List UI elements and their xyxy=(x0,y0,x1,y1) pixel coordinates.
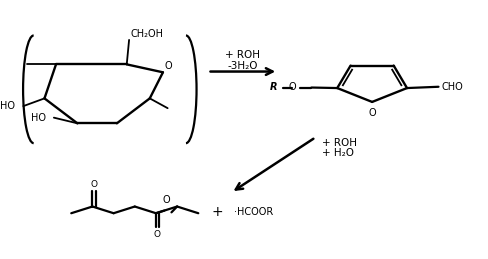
Text: + H₂O: + H₂O xyxy=(322,148,354,158)
Text: ·HCOOR: ·HCOOR xyxy=(234,207,273,217)
Text: + ROH: + ROH xyxy=(322,138,357,148)
Text: R: R xyxy=(269,82,277,92)
Text: CHO: CHO xyxy=(442,82,464,92)
Text: HO: HO xyxy=(0,101,15,111)
Text: -3H₂O: -3H₂O xyxy=(227,61,258,71)
Text: CH₂OH: CH₂OH xyxy=(130,28,163,39)
Text: O: O xyxy=(289,82,296,92)
Text: +: + xyxy=(211,205,223,219)
Text: O: O xyxy=(165,61,172,71)
Text: + ROH: + ROH xyxy=(225,50,261,60)
Text: HO: HO xyxy=(31,113,46,123)
Text: O: O xyxy=(368,107,376,118)
Text: O: O xyxy=(90,180,97,189)
Text: O: O xyxy=(163,196,170,205)
Text: O: O xyxy=(154,230,161,239)
